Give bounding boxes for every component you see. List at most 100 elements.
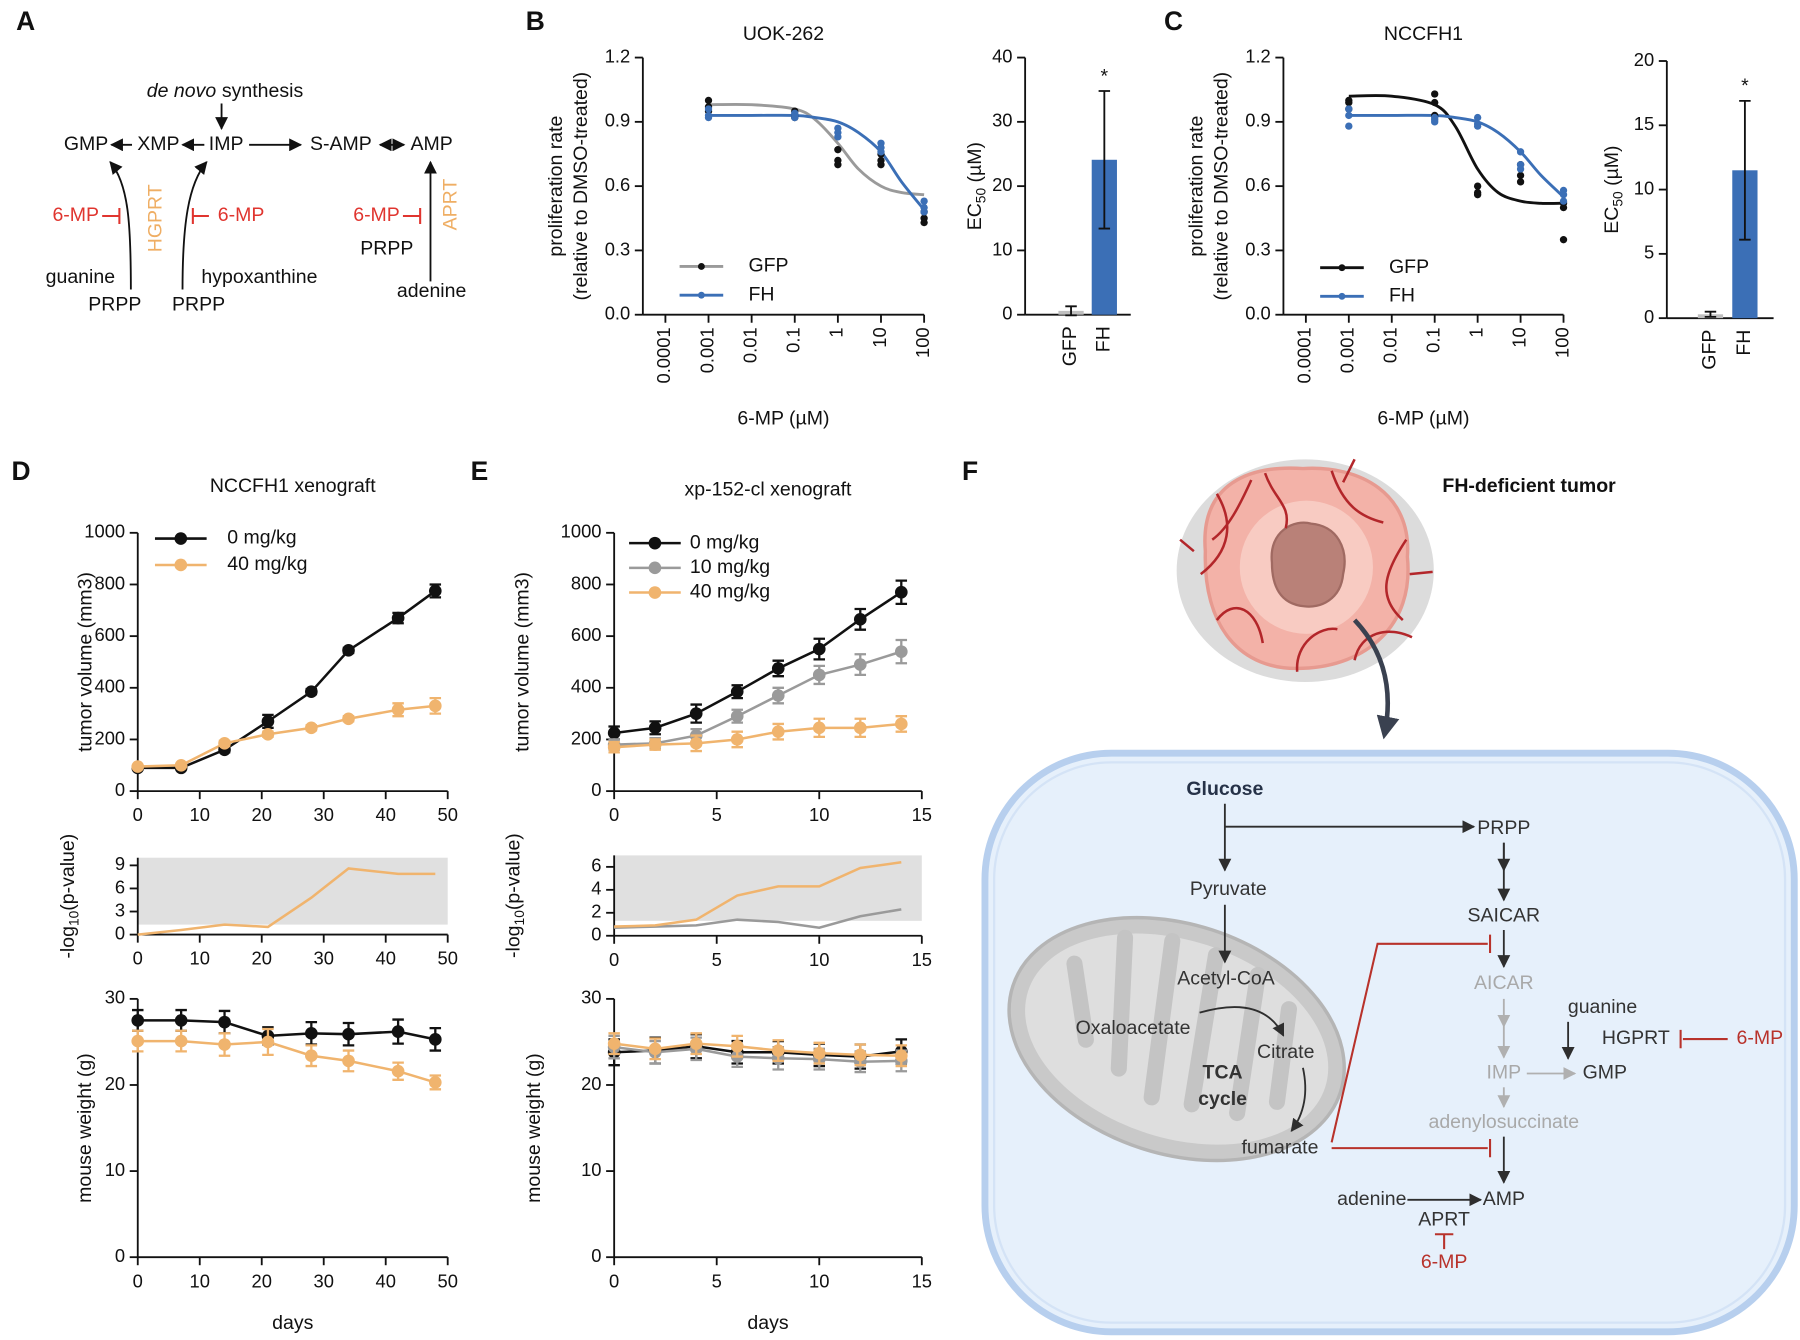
data-point	[648, 1042, 662, 1056]
y-tick-label: 1.2	[1245, 45, 1271, 66]
mitochondrion	[1007, 915, 1346, 1163]
x-axis-label: 6-MP (µM)	[1377, 407, 1469, 429]
data-point	[1431, 118, 1439, 126]
data-point	[607, 740, 621, 754]
data-point	[1559, 197, 1568, 205]
data-point	[428, 699, 442, 713]
fit-curve	[708, 113, 926, 211]
x-tick-label: 0.1	[783, 327, 804, 353]
y-tick-label: 30	[992, 110, 1012, 131]
y-axis-label: (relative to DMSO-treated)	[570, 72, 592, 301]
x-tick-label: 0.01	[739, 327, 760, 363]
data-point	[812, 668, 826, 682]
substrate: guanine	[46, 266, 115, 288]
tumor-title: FH-deficient tumor	[1442, 475, 1616, 497]
arrow	[1199, 1006, 1285, 1037]
x-tick-label: 100	[1551, 327, 1572, 358]
data-point	[834, 146, 842, 154]
cosubstrate: PRPP	[172, 294, 225, 316]
data-point	[174, 758, 188, 772]
panel-label: C	[1164, 6, 1183, 36]
legend-label: 0 mg/kg	[227, 527, 296, 549]
data-point	[1345, 122, 1353, 130]
data-point	[218, 1038, 231, 1051]
data-point	[174, 1034, 188, 1048]
tca-label: TCA	[1203, 1062, 1243, 1084]
node: AMP	[410, 133, 452, 155]
y-tick-label: 30	[105, 987, 125, 1008]
arrow	[181, 161, 208, 290]
chart-title: UOK-262	[743, 23, 824, 45]
data-point	[689, 1037, 703, 1050]
data-point	[704, 96, 713, 105]
x-tick-label: 30	[314, 948, 334, 969]
x-tick-label: 10	[809, 804, 829, 825]
data-point	[342, 1027, 355, 1041]
y-tick-label: 20	[1634, 49, 1654, 70]
x-tick-label: 0	[133, 948, 143, 969]
y-tick-label: 0.0	[1245, 303, 1271, 324]
y-tick-label: 40	[992, 45, 1012, 66]
inhibitor: 6-MP	[1737, 1027, 1784, 1049]
x-tick-label: 10	[1508, 327, 1529, 347]
y-tick-label: 10	[992, 238, 1012, 259]
data-point	[689, 707, 703, 720]
x-axis-label: 6-MP (µM)	[737, 407, 829, 429]
x-tick-label: 20	[252, 1270, 272, 1291]
y-axis-label-part: EC	[964, 203, 986, 230]
label-part: de novo	[147, 80, 217, 102]
data-point	[730, 685, 744, 698]
y-tick-label: 600	[571, 624, 602, 645]
data-point	[771, 662, 785, 675]
y-axis-label: (relative to DMSO-treated)	[1211, 72, 1233, 301]
inhibitor: 6-MP	[52, 204, 99, 226]
y-tick-label: 0	[591, 924, 601, 945]
y-tick-label: 0	[1002, 303, 1012, 324]
data-point	[261, 727, 275, 741]
legend-swatch	[174, 532, 188, 545]
data-point	[730, 709, 744, 723]
legend-swatch	[648, 536, 662, 550]
y-tick-label: 4	[591, 878, 601, 899]
y-tick-label: 20	[105, 1073, 125, 1094]
y-tick-label: 1000	[561, 521, 602, 542]
legend-label: GFP	[748, 255, 788, 277]
y-axis-label: -log10(p-value)	[502, 833, 526, 958]
y-axis-label: EC50 (µM)	[964, 142, 988, 230]
data-point	[920, 197, 928, 205]
inhibition	[1330, 934, 1492, 1143]
y-tick-label: 10	[1634, 177, 1654, 198]
inhibition	[402, 207, 422, 225]
y-axis-label-part: 10	[66, 910, 81, 926]
data-point	[391, 703, 405, 717]
y-tick-label: 10	[581, 1159, 601, 1180]
data-point	[391, 1064, 405, 1078]
chart-title: NCCFH1	[1384, 23, 1463, 45]
legend-swatch	[648, 586, 662, 599]
data-point	[730, 1039, 744, 1053]
y-axis-label-part: -log	[57, 926, 79, 959]
chart-title: xp-152-cl xenograft	[685, 479, 853, 501]
y-axis-label: mouse weight (g)	[523, 1053, 545, 1203]
data-point	[1516, 178, 1525, 186]
x-tick-label: 40	[376, 948, 396, 969]
enzyme: HGPRT	[144, 184, 166, 252]
data-point	[853, 1048, 867, 1062]
panel-label: B	[526, 6, 545, 36]
data-point	[894, 1049, 908, 1063]
x-tick-label: 40	[376, 1270, 396, 1291]
y-axis-label-part: (µM)	[1601, 145, 1623, 191]
y-tick-label: 400	[94, 676, 125, 697]
data-point	[607, 726, 621, 740]
data-point	[894, 717, 908, 731]
y-tick-label: 1.2	[605, 45, 631, 66]
legend-swatch	[648, 561, 662, 575]
node: XMP	[137, 133, 179, 155]
metabolite: adenine	[1337, 1188, 1406, 1210]
data-point	[812, 721, 826, 735]
data-point	[771, 725, 785, 739]
data-point	[1345, 111, 1353, 120]
x-tick-label: 1	[826, 327, 847, 337]
metabolite: adenylosuccinate	[1428, 1111, 1579, 1133]
